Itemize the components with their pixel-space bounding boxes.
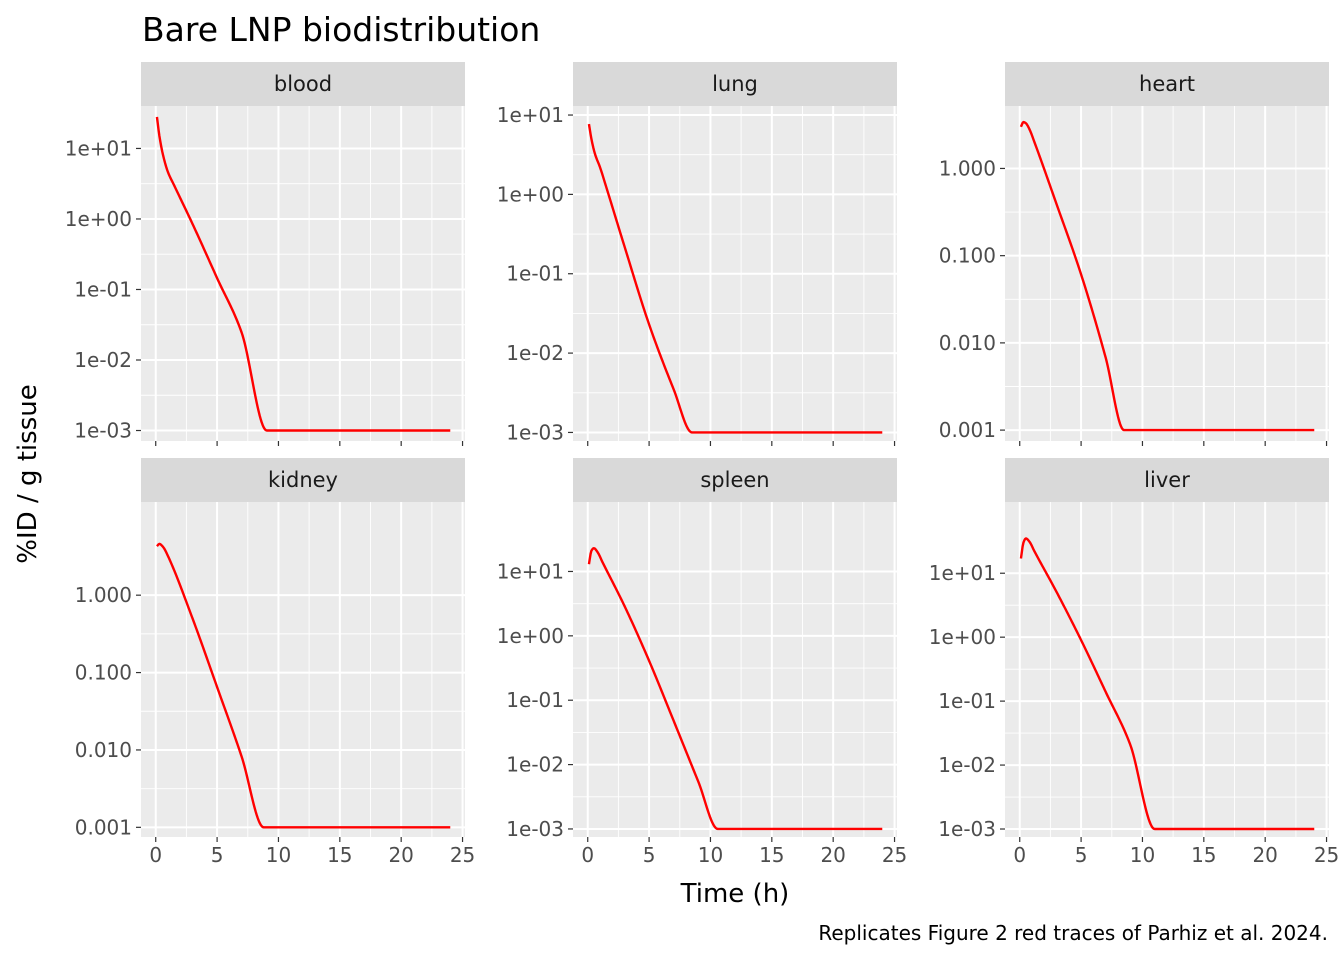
facet-strip: [573, 62, 897, 106]
series-line-heart: [1019, 120, 1315, 432]
y-tick-label: 1e+00: [497, 182, 564, 206]
y-tick-label: 0.010: [939, 331, 996, 355]
x-tick-label: 5: [1075, 843, 1088, 867]
series-line-kidney: [156, 542, 451, 829]
y-tick-label: 0.100: [75, 661, 132, 685]
y-tick-label: 1e-02: [74, 348, 132, 372]
facet-label: blood: [274, 72, 332, 96]
y-tick-label: 1e+01: [65, 136, 132, 160]
x-tick-label: 5: [643, 843, 656, 867]
x-tick-label: 15: [327, 843, 352, 867]
series-line-blood: [155, 116, 451, 432]
x-tick-label: 20: [1252, 843, 1277, 867]
facet-panel-lung: lung 1e-03 1e-02 1e-01 1e+00 1e+01: [497, 62, 897, 446]
series-line-lung: [587, 123, 883, 434]
x-tick-label: 25: [882, 843, 907, 867]
y-tick-label: 1e-01: [506, 262, 564, 286]
x-tick-label: 15: [1191, 843, 1216, 867]
facet-strip: [1005, 458, 1329, 502]
panel-background: [141, 106, 465, 441]
y-tick-label: 0.010: [75, 738, 132, 762]
facet-panel-blood: blood 1e-03 1e-02 1e-01 1e+00 1e+01: [65, 62, 465, 446]
facet-panel-kidney: kidney 0 5 10 15 20 25 0.001 0.010 0.100 1.000: [75, 458, 475, 867]
y-tick-label: 1e-03: [506, 420, 564, 444]
y-tick-label: 1.000: [75, 583, 132, 607]
facet-panels: blood 1e-03 1e-02 1e-01 1e+00 1e+01 lung 1e-03 1…: [65, 62, 1339, 867]
panel-background: [141, 502, 465, 837]
x-axis-title: Time (h): [680, 879, 790, 909]
facet-strip: [573, 458, 897, 502]
y-tick-label: 0.001: [939, 418, 996, 442]
y-tick-label: 1e+00: [497, 624, 564, 648]
y-tick-label: 1e+01: [497, 559, 564, 583]
y-tick-label: 1.000: [939, 156, 996, 180]
facet-strip: [141, 62, 465, 106]
facet-strip: [141, 458, 465, 502]
x-tick-label: 10: [1130, 843, 1155, 867]
x-tick-label: 25: [1314, 843, 1339, 867]
x-tick-label: 15: [759, 843, 784, 867]
facet-panel-spleen: spleen 0 5 10 15 20 25 1e-03 1e-02 1e-01 1e+00 1e+0…: [497, 458, 907, 867]
y-tick-label: 1e+01: [497, 103, 564, 127]
y-tick-label: 1e-03: [506, 817, 564, 841]
chart-title: Bare LNP biodistribution: [142, 10, 540, 49]
y-tick-label: 1e+00: [929, 625, 996, 649]
y-tick-label: 1e+01: [929, 561, 996, 585]
y-tick-label: 0.100: [939, 244, 996, 268]
y-tick-label: 1e-01: [74, 277, 132, 301]
x-tick-label: 20: [820, 843, 845, 867]
y-tick-label: 1e-02: [506, 341, 564, 365]
facet-strip: [1005, 62, 1329, 106]
facet-panel-liver: liver 0 5 10 15 20 25 1e-03 1e-02 1e-01 1e+00 1e+01: [929, 458, 1339, 867]
facet-label: spleen: [700, 468, 769, 492]
chart-caption: Replicates Figure 2 red traces of Parhiz…: [818, 921, 1328, 945]
y-tick-label: 1e+00: [65, 207, 132, 231]
panel-background: [573, 502, 897, 837]
x-tick-label: 5: [211, 843, 224, 867]
x-tick-label: 25: [450, 843, 475, 867]
x-tick-label: 10: [698, 843, 723, 867]
y-tick-label: 1e-01: [938, 689, 996, 713]
panel-background: [1005, 106, 1329, 441]
facet-label: kidney: [268, 468, 338, 492]
y-tick-label: 1e-02: [938, 753, 996, 777]
facet-label: liver: [1144, 468, 1190, 492]
facet-label: lung: [712, 72, 758, 96]
facet-label: heart: [1139, 72, 1195, 96]
facet-panel-heart: heart 0.001 0.010 0.100 1.000: [939, 62, 1329, 446]
y-tick-label: 0.001: [75, 815, 132, 839]
y-tick-label: 1e-01: [506, 688, 564, 712]
series-line-spleen: [587, 546, 883, 831]
y-tick-label: 1e-03: [74, 419, 132, 443]
x-tick-label: 10: [266, 843, 291, 867]
y-axis-title: %ID / g tissue: [13, 384, 43, 563]
x-tick-label: 0: [149, 843, 162, 867]
x-tick-label: 0: [581, 843, 594, 867]
x-tick-label: 20: [388, 843, 413, 867]
y-tick-label: 1e-02: [506, 753, 564, 777]
y-tick-label: 1e-03: [938, 817, 996, 841]
series-line-liver: [1019, 537, 1315, 831]
x-tick-label: 0: [1013, 843, 1026, 867]
